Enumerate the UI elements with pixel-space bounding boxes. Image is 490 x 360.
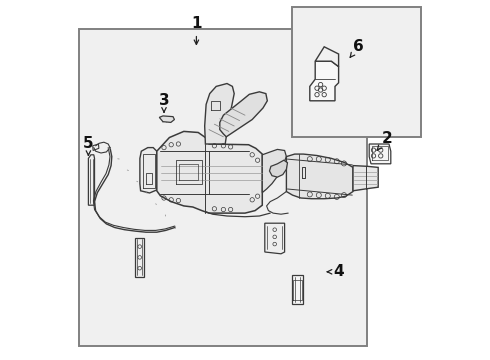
Text: 6: 6 — [350, 39, 364, 58]
Polygon shape — [157, 131, 262, 213]
Polygon shape — [262, 149, 286, 193]
Polygon shape — [135, 238, 144, 277]
Text: 4: 4 — [327, 264, 344, 279]
Polygon shape — [286, 154, 353, 199]
Bar — [79, 29, 368, 346]
Polygon shape — [310, 61, 339, 101]
Text: 1: 1 — [191, 16, 202, 44]
Polygon shape — [88, 155, 95, 205]
Polygon shape — [265, 223, 285, 254]
Text: 5: 5 — [83, 136, 94, 155]
Polygon shape — [270, 160, 288, 177]
Polygon shape — [353, 166, 378, 191]
Text: 3: 3 — [159, 93, 170, 112]
Polygon shape — [140, 148, 158, 193]
Bar — [292, 7, 421, 137]
Polygon shape — [369, 144, 391, 164]
Polygon shape — [159, 116, 174, 122]
Polygon shape — [220, 92, 268, 137]
Text: 2: 2 — [377, 131, 392, 150]
Polygon shape — [315, 47, 339, 67]
Polygon shape — [205, 84, 234, 144]
Polygon shape — [292, 275, 303, 304]
